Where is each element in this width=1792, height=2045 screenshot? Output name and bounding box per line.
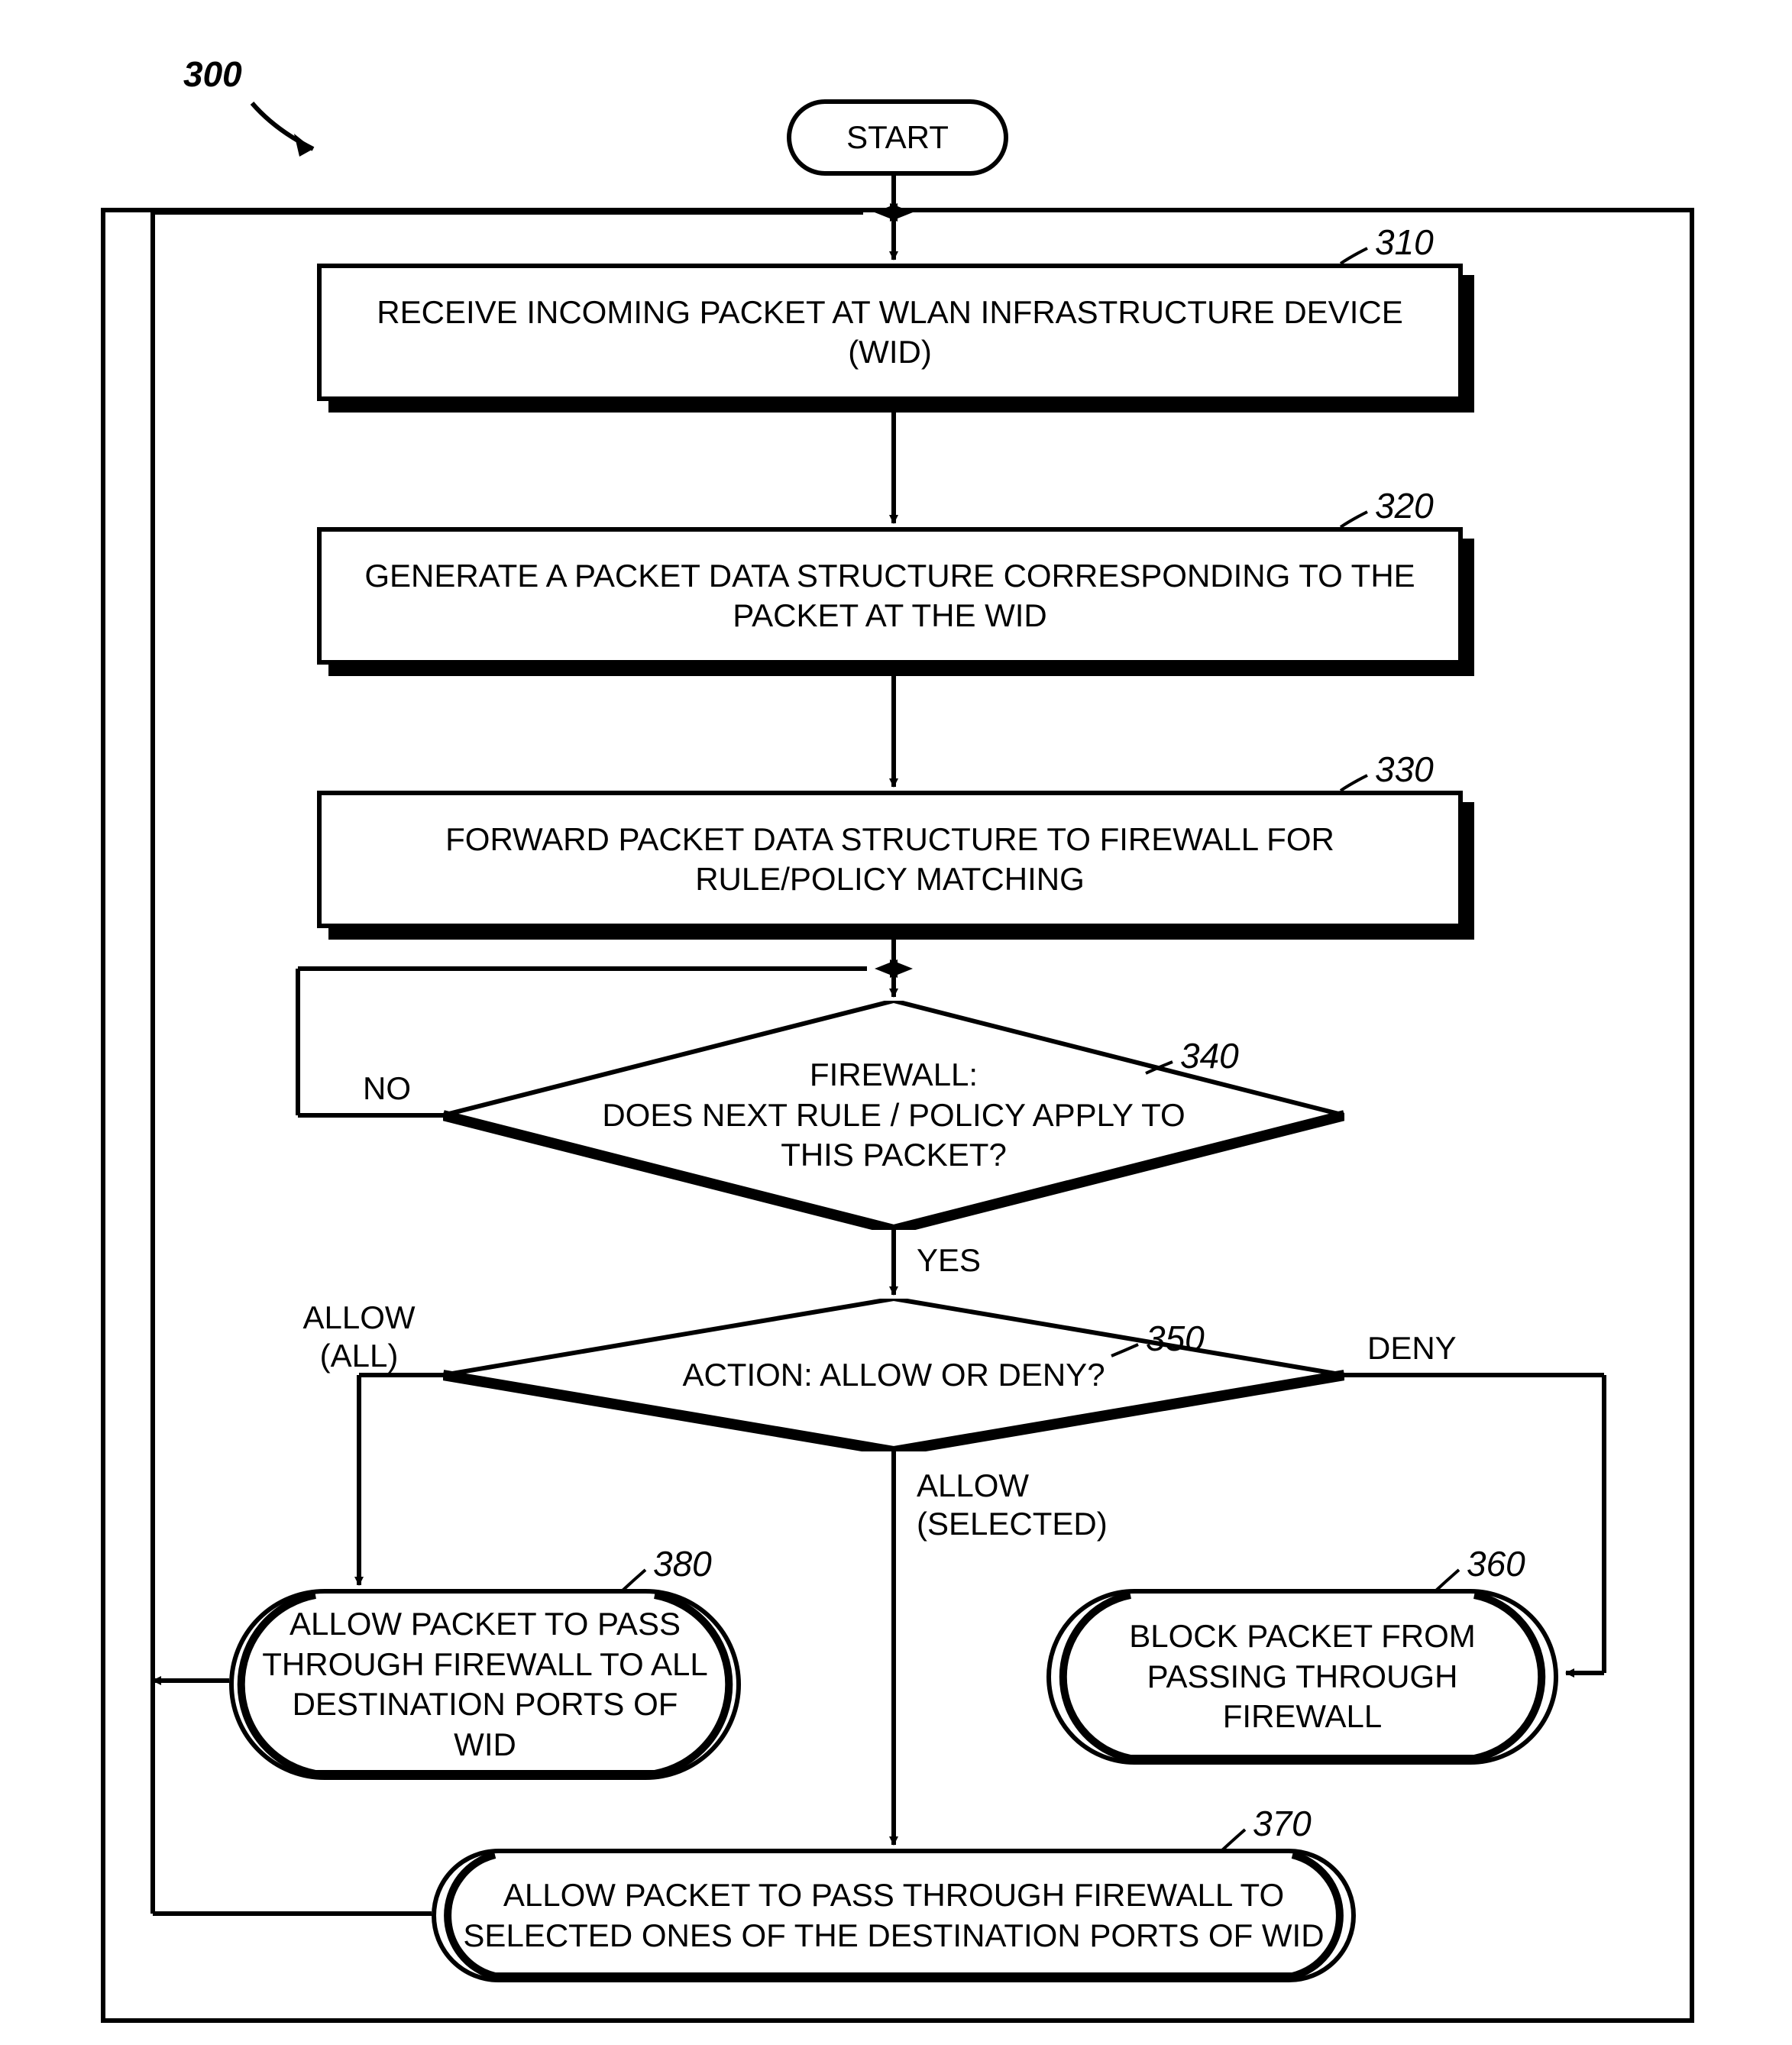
n330-ref: 330 xyxy=(1375,749,1434,790)
n340-text: FIREWALL: DOES NEXT RULE / POLICY APPLY … xyxy=(558,1047,1230,1184)
n380-pill: ALLOW PACKET TO PASS THROUGH FIREWALL TO… xyxy=(229,1589,741,1780)
n340-ref: 340 xyxy=(1180,1035,1239,1076)
flowchart-canvas: 300 START RECEIVE INCOMING PACKET AT WLA… xyxy=(0,0,1792,2045)
n370-text: ALLOW PACKET TO PASS THROUGH FIREWALL TO… xyxy=(459,1875,1328,1956)
n350-ref: 350 xyxy=(1146,1318,1205,1359)
start-node: START xyxy=(787,99,1008,176)
n330-text: FORWARD PACKET DATA STRUCTURE TO FIREWAL… xyxy=(344,820,1435,900)
n320-ref: 320 xyxy=(1375,485,1434,526)
n320-box: GENERATE A PACKET DATA STRUCTURE CORRESP… xyxy=(317,527,1463,665)
n350-text: ACTION: ALLOW OR DENY? xyxy=(634,1356,1153,1394)
figure-number: 300 xyxy=(183,53,242,95)
n360-ref: 360 xyxy=(1467,1543,1525,1584)
n330-box: FORWARD PACKET DATA STRUCTURE TO FIREWAL… xyxy=(317,791,1463,928)
label-allow-sel: ALLOW (SELECTED) xyxy=(917,1467,1131,1544)
n310-ref: 310 xyxy=(1375,222,1434,263)
start-label: START xyxy=(846,118,949,158)
n370-ref: 370 xyxy=(1253,1803,1312,1844)
n320-text: GENERATE A PACKET DATA STRUCTURE CORRESP… xyxy=(344,556,1435,636)
label-deny: DENY xyxy=(1367,1329,1457,1367)
n310-box: RECEIVE INCOMING PACKET AT WLAN INFRASTR… xyxy=(317,264,1463,401)
label-no: NO xyxy=(363,1069,411,1108)
n380-text: ALLOW PACKET TO PASS THROUGH FIREWALL TO… xyxy=(257,1604,713,1765)
label-yes: YES xyxy=(917,1241,981,1280)
n370-pill: ALLOW PACKET TO PASS THROUGH FIREWALL TO… xyxy=(432,1849,1356,1982)
n380-ref: 380 xyxy=(653,1543,712,1584)
n310-text: RECEIVE INCOMING PACKET AT WLAN INFRASTR… xyxy=(344,293,1435,373)
n360-text: BLOCK PACKET FROM PASSING THROUGH FIREWA… xyxy=(1074,1616,1531,1737)
n360-pill: BLOCK PACKET FROM PASSING THROUGH FIREWA… xyxy=(1046,1589,1558,1765)
label-allow-all: ALLOW (ALL) xyxy=(283,1299,435,1376)
